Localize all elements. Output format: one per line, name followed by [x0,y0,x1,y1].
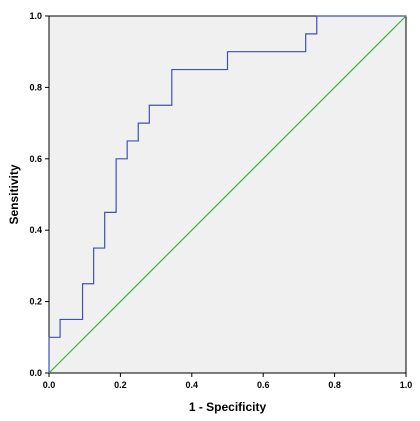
x-tick-label: 0.6 [257,380,270,390]
roc-curve-line [48,15,406,373]
reference-line [48,15,407,374]
y-tick-label: 1.0 [29,11,42,21]
x-tick-label: 0.8 [328,380,341,390]
y-tick-label: 0.0 [29,368,42,378]
y-axis-title: Sensitivity [7,164,21,224]
series-layer [48,15,407,374]
y-axis: 0.0 0.2 0.4 0.6 0.8 1.0 [29,11,49,378]
y-tick-label: 0.8 [29,82,42,92]
x-tick-label: 1.0 [400,380,413,390]
y-tick-label: 0.6 [29,154,42,164]
x-axis-title: 1 - Specificity [189,400,267,414]
x-axis: 0.0 0.2 0.4 0.6 0.8 1.0 [43,373,413,390]
x-tick-label: 0.0 [43,380,56,390]
x-tick-label: 0.4 [186,380,199,390]
y-tick-label: 0.2 [29,297,42,307]
x-tick-label: 0.2 [114,380,127,390]
y-tick-label: 0.4 [29,225,42,235]
